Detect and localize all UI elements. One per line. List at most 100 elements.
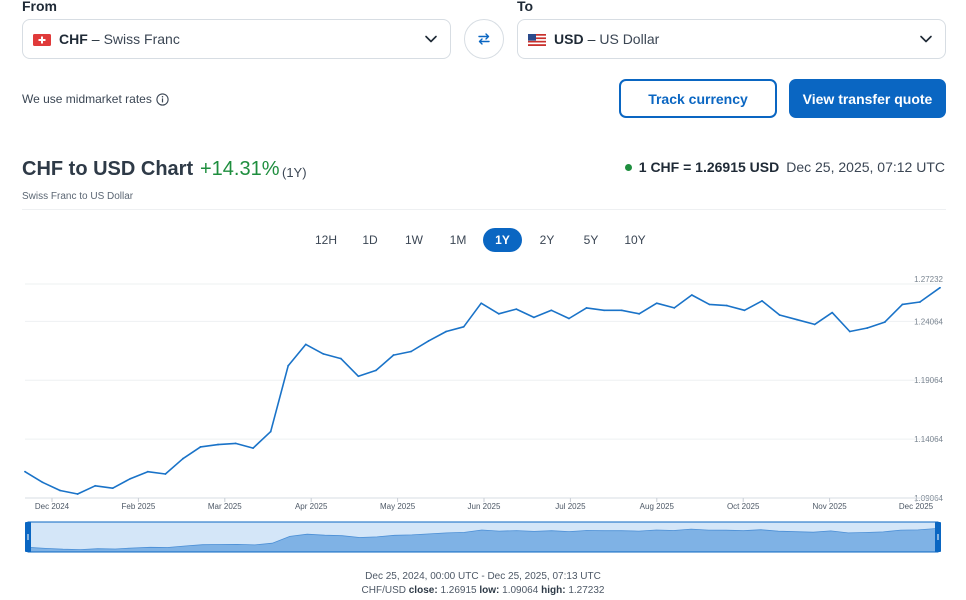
footer-summary: CHF/USD close: 1.26915 low: 1.09064 high… [0, 585, 966, 596]
data-point [655, 302, 658, 305]
to-currency-select[interactable]: USD – US Dollar [517, 19, 946, 59]
x-tick-label: Dec 2024 [35, 502, 70, 511]
data-point [94, 484, 97, 487]
tab-1w[interactable]: 1W [405, 233, 423, 247]
data-point [445, 330, 448, 333]
data-point [813, 323, 816, 326]
data-point [919, 301, 921, 303]
chart-period: (1Y) [282, 165, 307, 180]
data-point [234, 442, 237, 445]
from-currency-select[interactable]: CHF – Swiss Franc [22, 19, 451, 59]
live-dot-icon [624, 163, 632, 171]
y-tick-label: 1.27232 [914, 275, 943, 284]
rate-timestamp: Dec 25, 2025, 07:12 UTC [786, 159, 945, 175]
tab-10y[interactable]: 10Y [624, 233, 646, 247]
footer-high: 1.27232 [568, 585, 605, 596]
tab-1d[interactable]: 1D [362, 233, 378, 247]
midmarket-note: We use midmarket rates [22, 92, 169, 106]
footer-close-label: close: [408, 585, 438, 596]
data-point [462, 325, 465, 328]
data-point [515, 308, 518, 311]
footer-low: 1.09064 [502, 585, 539, 596]
data-point [322, 352, 325, 355]
x-tick-label: Mar 2025 [208, 502, 242, 511]
x-tick-label: Apr 2025 [295, 502, 328, 511]
data-point [24, 470, 26, 473]
chart-title: CHF to USD Chart [22, 158, 194, 180]
x-tick-label: May 2025 [380, 502, 416, 511]
us-flag-icon [528, 33, 546, 46]
data-point [831, 311, 834, 314]
x-tick-label: Dec 2025 [899, 502, 934, 511]
x-tick-label: Aug 2025 [640, 502, 675, 511]
data-point [427, 340, 430, 342]
data-point [901, 303, 904, 306]
x-tick-label: Nov 2025 [812, 502, 847, 511]
to-label: To [517, 0, 534, 14]
data-point [585, 307, 588, 309]
to-currency-dash: – [587, 31, 596, 47]
data-point [59, 489, 61, 492]
footer-pair: CHF/USD [361, 585, 406, 596]
data-point [339, 357, 342, 360]
data-point [252, 447, 255, 450]
footer-high-label: high: [541, 585, 566, 596]
swiss-flag-icon [33, 33, 51, 46]
data-point [199, 446, 202, 448]
from-currency-dash: – [91, 31, 100, 47]
footer-range: Dec 25, 2024, 00:00 UTC - Dec 25, 2025, … [365, 571, 601, 582]
track-currency-button[interactable]: Track currency [619, 79, 777, 118]
from-currency-name: Swiss Franc [103, 31, 180, 47]
data-point [883, 321, 886, 323]
data-point [129, 477, 132, 480]
data-point [796, 318, 799, 321]
data-point [673, 307, 676, 309]
divider [22, 209, 946, 210]
tab-5y[interactable]: 5Y [583, 233, 599, 247]
swap-currencies-button[interactable] [464, 19, 504, 59]
view-transfer-quote-button[interactable]: View transfer quote [789, 79, 946, 118]
data-point [550, 309, 553, 312]
chart-subtitle: Swiss Franc to US Dollar [22, 191, 134, 202]
data-point [375, 369, 377, 372]
from-label: From [22, 0, 57, 14]
data-point [638, 312, 641, 315]
rate-value: 1 CHF = 1.26915 USD [638, 159, 780, 175]
tab-1m[interactable]: 1M [449, 233, 467, 247]
midmarket-text: We use midmarket rates [22, 92, 152, 106]
current-rate: 1 CHF = 1.26915 USD Dec 25, 2025, 07:12 … [624, 159, 945, 175]
chevron-down-icon [425, 35, 437, 43]
data-point [568, 317, 570, 320]
data-point [690, 294, 693, 296]
data-point [497, 312, 500, 315]
data-point [392, 354, 395, 356]
swap-icon [478, 33, 490, 45]
data-point [287, 364, 290, 367]
to-currency-code: USD [554, 31, 584, 47]
data-point [41, 481, 44, 484]
footer-close: 1.26915 [440, 585, 477, 596]
range-navigator[interactable] [0, 518, 966, 556]
data-point [939, 286, 941, 289]
data-point [410, 350, 412, 353]
data-point [761, 299, 763, 302]
tab-2y[interactable]: 2Y [539, 233, 555, 247]
x-tick-label: Jun 2025 [468, 502, 501, 511]
tab-1y[interactable]: 1Y [483, 228, 522, 252]
data-point [726, 304, 728, 307]
tab-12h[interactable]: 12H [314, 233, 337, 247]
data-point [743, 309, 746, 312]
y-tick-label: 1.24064 [914, 317, 943, 326]
info-icon[interactable] [156, 92, 169, 106]
data-point [848, 330, 851, 333]
y-tick-label: 1.14064 [914, 435, 943, 444]
data-point [304, 343, 307, 346]
navigator-series-area [27, 527, 939, 553]
data-point [164, 473, 167, 475]
data-point [603, 309, 605, 312]
chart-change: +14.31% [200, 158, 280, 180]
from-currency-code: CHF [59, 31, 88, 47]
data-point [357, 375, 360, 378]
data-point [866, 327, 869, 329]
